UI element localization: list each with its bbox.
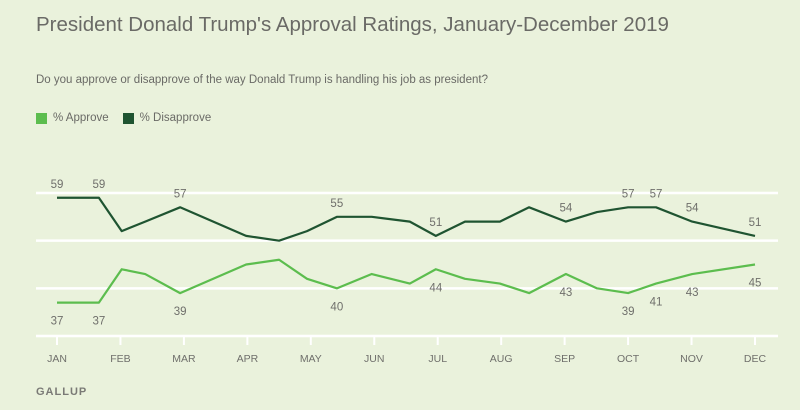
x-tick-label-sep: SEP bbox=[554, 353, 575, 365]
disapprove-data-label: 57 bbox=[650, 188, 663, 200]
x-tick-label-jan: JAN bbox=[47, 353, 67, 365]
legend-item-disapprove[interactable]: % Disapprove bbox=[122, 112, 212, 124]
disapprove-data-label: 57 bbox=[174, 188, 187, 200]
disapprove-data-label: 51 bbox=[429, 217, 442, 229]
series-lines bbox=[57, 196, 756, 304]
disapprove-data-label: 57 bbox=[622, 188, 635, 200]
disapprove-data-label: 54 bbox=[686, 203, 699, 215]
approve-data-label: 37 bbox=[92, 316, 105, 328]
chart-subtitle: Do you approve or disapprove of the way … bbox=[36, 74, 488, 86]
legend-item-approve[interactable]: % Approve bbox=[36, 112, 109, 124]
legend-swatch-disapprove bbox=[122, 112, 134, 124]
legend: % Approve % Disapprove bbox=[36, 112, 225, 124]
x-tick-label-oct: OCT bbox=[617, 353, 640, 365]
approve-data-label: 43 bbox=[560, 287, 573, 299]
disapprove-line bbox=[57, 196, 756, 242]
approve-data-label: 39 bbox=[622, 306, 635, 318]
approve-data-label: 45 bbox=[749, 278, 762, 290]
approve-data-label: 43 bbox=[686, 287, 699, 299]
legend-label-disapprove: % Disapprove bbox=[139, 112, 212, 124]
x-tick-label-jul: JUL bbox=[428, 353, 447, 365]
legend-swatch-approve bbox=[36, 112, 47, 124]
x-tick-label-nov: NOV bbox=[680, 353, 703, 365]
approve-line bbox=[57, 258, 756, 304]
disapprove-data-label: 51 bbox=[749, 217, 762, 229]
disapprove-data-label: 59 bbox=[92, 179, 105, 191]
approve-data-label: 44 bbox=[429, 282, 442, 294]
disapprove-data-label: 54 bbox=[560, 203, 573, 215]
approve-data-label: 39 bbox=[174, 306, 187, 318]
x-axis: JAN FEB MAR APR MAY JUN JUL AUG SEP OCT NOV DEC bbox=[47, 336, 767, 365]
x-tick-label-jun: JUN bbox=[364, 353, 384, 365]
data-labels: 37 37 39 40 44 43 39 41 43 45 59 59 57 55 51 54 57 57 54 51 bbox=[51, 179, 762, 328]
x-tick-label-aug: AUG bbox=[490, 353, 513, 365]
disapprove-data-label: 55 bbox=[330, 198, 343, 210]
x-tick-label-may: MAY bbox=[300, 353, 322, 365]
approve-data-label: 40 bbox=[330, 301, 343, 313]
approve-data-label: 41 bbox=[650, 297, 663, 309]
x-tick-label-dec: DEC bbox=[744, 353, 767, 365]
x-tick-label-feb: FEB bbox=[110, 353, 130, 365]
source-label: GALLUP bbox=[36, 386, 88, 398]
chart-title: President Donald Trump's Approval Rating… bbox=[36, 13, 669, 36]
disapprove-data-label: 59 bbox=[51, 179, 64, 191]
approve-data-label: 37 bbox=[51, 316, 64, 328]
x-tick-label-apr: APR bbox=[237, 353, 259, 365]
legend-label-approve: % Approve bbox=[53, 112, 109, 124]
x-tick-label-mar: MAR bbox=[172, 353, 196, 365]
gridlines bbox=[36, 191, 778, 338]
